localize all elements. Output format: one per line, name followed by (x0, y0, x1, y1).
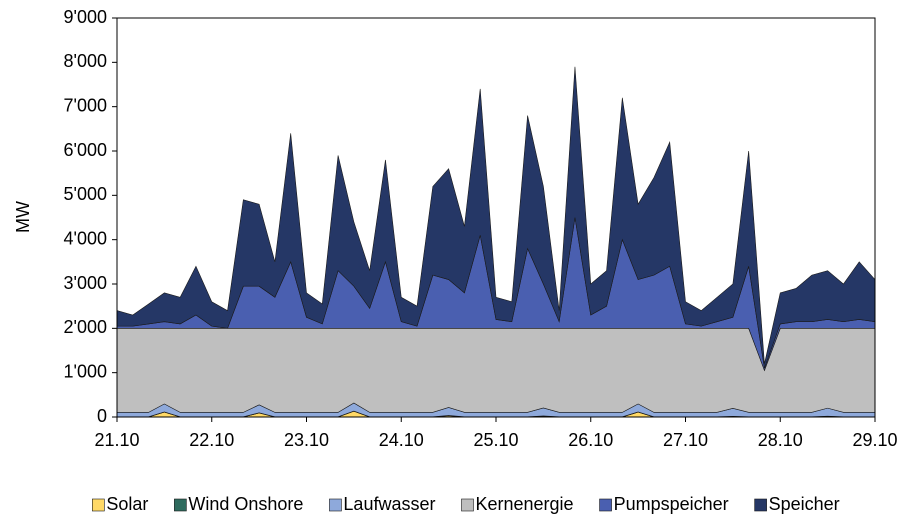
y-tick-label: 2'000 (64, 317, 107, 337)
legend-swatch (754, 498, 767, 512)
y-tick-label: 1'000 (64, 361, 107, 381)
x-tick-label: 29.10 (852, 430, 897, 450)
x-tick-label: 28.10 (758, 430, 803, 450)
y-tick-label: 8'000 (64, 51, 107, 71)
legend-label: Solar (106, 494, 148, 514)
legend-label: Kernenergie (475, 494, 573, 514)
y-axis-label: MW (13, 201, 33, 233)
legend-label: Laufwasser (343, 494, 435, 514)
legend-label: Speicher (769, 494, 840, 514)
x-tick-label: 21.10 (94, 430, 139, 450)
x-tick-label: 26.10 (568, 430, 613, 450)
y-tick-label: 7'000 (64, 95, 107, 115)
legend: Solar Wind Onshore Laufwasser Kernenergie Pu… (92, 494, 840, 514)
y-tick-label: 3'000 (64, 273, 107, 293)
y-tick-label: 5'000 (64, 184, 107, 204)
legend-swatch (599, 498, 612, 512)
legend-swatch (174, 498, 187, 512)
x-tick-label: 22.10 (189, 430, 234, 450)
x-tick-label: 25.10 (473, 430, 518, 450)
legend-label: Wind Onshore (188, 494, 303, 514)
legend-label: Pumpspeicher (614, 494, 729, 514)
y-tick-label: 6'000 (64, 140, 107, 160)
x-tick-label: 23.10 (284, 430, 329, 450)
legend-swatch (92, 498, 105, 512)
legend-swatch (329, 498, 342, 512)
y-tick-label: 0 (97, 406, 107, 426)
y-tick-label: 4'000 (64, 228, 107, 248)
legend-swatch (461, 498, 474, 512)
x-tick-label: 27.10 (663, 430, 708, 450)
x-tick-label: 24.10 (379, 430, 424, 450)
y-tick-label: 9'000 (64, 7, 107, 27)
